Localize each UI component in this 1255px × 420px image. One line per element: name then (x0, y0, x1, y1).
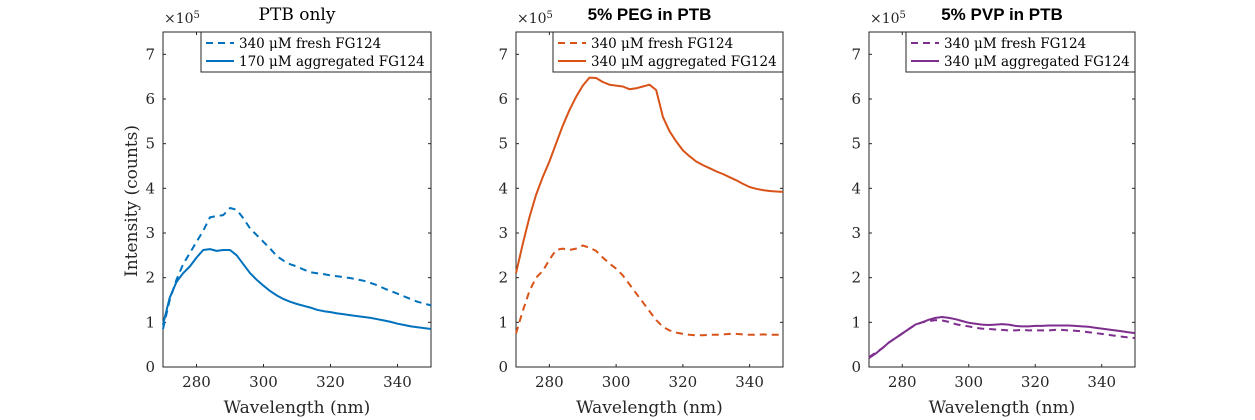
panel-3-x-tick-label: 280 (888, 373, 917, 391)
panel-3-series-fresh-line (868, 319, 1136, 359)
panel-1-x-tick-label: 280 (182, 373, 211, 391)
panel-1-y-tick-label: 7 (145, 45, 155, 63)
panel-1-y-tick-label: 1 (145, 313, 155, 331)
panel-3-y-multiplier: ×105 (870, 10, 906, 27)
panel-1-axes-box (162, 31, 432, 368)
panel-1-y-tick-label: 3 (145, 224, 155, 242)
panel-2-x-tick-label: 280 (535, 373, 564, 391)
panel-1-x-tick-label: 320 (316, 373, 345, 391)
panel-1-x-tick-label: 300 (249, 373, 278, 391)
panel-3-legend-box (905, 31, 1136, 73)
panel-1-legend-box (200, 31, 432, 73)
panel-3-axes-box (868, 31, 1136, 368)
panel-3-x-tick-label: 340 (1087, 373, 1116, 391)
panel-1-y-tick-label: 4 (145, 179, 155, 197)
panel-2-x-tick-label: 320 (669, 373, 698, 391)
panel-3-legend-label-1: 340 μM fresh FG124 (944, 36, 1086, 52)
panel-2-y-tick-label: 1 (498, 313, 508, 331)
panel-3-series-aggregated-line (868, 316, 1136, 359)
panel-1-x-axis-label: Wavelength (nm) (224, 398, 371, 418)
panel-2-x-tick-label: 340 (735, 373, 764, 391)
panel-2-y-tick-label: 3 (498, 224, 508, 242)
panel-3-y-tick-label: 0 (851, 358, 861, 376)
panel-3-y-tick-label: 5 (851, 135, 861, 153)
panel-1-legend-label-1: 340 μM fresh FG124 (239, 36, 381, 52)
panel-2-y-tick-label: 0 (498, 358, 508, 376)
panel-2-title: 5% PEG in PTB (588, 5, 712, 24)
panel-2-legend-label-2: 340 μM aggregated FG124 (591, 54, 777, 70)
panel-3-title: 5% PVP in PTB (941, 5, 1063, 24)
panel-2-series-aggregated-line (515, 76, 784, 274)
panel-3-y-tick-label: 4 (851, 179, 861, 197)
panel-2-legend-label-1: 340 μM fresh FG124 (591, 36, 733, 52)
panel-1-y-multiplier: ×105 (164, 10, 200, 27)
panel-2-legend-box (552, 31, 784, 73)
panel-3-y-tick-label: 7 (851, 45, 861, 63)
panel-2-y-tick-label: 5 (498, 135, 508, 153)
panel-3-y-tick-label: 3 (851, 224, 861, 242)
panel-1-y-tick-label: 2 (145, 269, 155, 287)
panel-2-axes-box (515, 31, 784, 368)
panel-2-y-multiplier: ×105 (517, 10, 553, 27)
panel-1-y-tick-label: 6 (145, 90, 155, 108)
panel-1-legend-label-2: 170 μM aggregated FG124 (239, 54, 425, 70)
panel-1-series-fresh-line (162, 207, 432, 330)
y-axis-label: Intensity (counts) (122, 125, 142, 277)
panel-1-y-tick-label: 0 (145, 358, 155, 376)
panel-2-y-tick-label: 6 (498, 90, 508, 108)
panel-2-x-axis-label: Wavelength (nm) (576, 398, 723, 418)
panel-1-x-tick-label: 340 (383, 373, 412, 391)
panel-1-y-tick-label: 5 (145, 135, 155, 153)
panel-3-x-tick-label: 300 (954, 373, 983, 391)
panel-2-y-tick-label: 2 (498, 269, 508, 287)
panel-3-y-tick-label: 2 (851, 269, 861, 287)
panel-2-series-fresh-line (515, 244, 783, 337)
panel-3-legend-label-2: 340 μM aggregated FG124 (944, 54, 1130, 70)
panel-3-y-tick-label: 1 (851, 313, 861, 331)
panel-1-title: PTB only (259, 5, 336, 25)
panel-2-y-tick-label: 7 (498, 45, 508, 63)
panel-3-y-tick-label: 6 (851, 90, 861, 108)
panel-1-series-aggregated-line (162, 248, 432, 330)
panel-2-y-tick-label: 4 (498, 179, 508, 197)
panel-3-x-axis-label: Wavelength (nm) (929, 398, 1076, 418)
panel-3-x-tick-label: 320 (1021, 373, 1050, 391)
panel-2-x-tick-label: 300 (602, 373, 631, 391)
